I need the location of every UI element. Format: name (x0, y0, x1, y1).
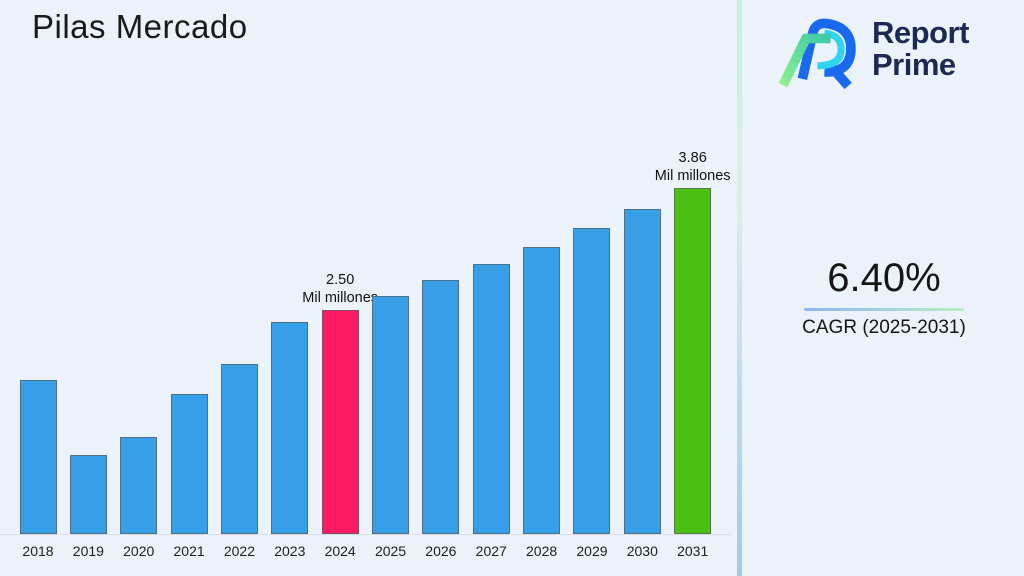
cagr-block: 6.40% CAGR (2025-2031) (798, 256, 970, 339)
bar-chart: 2018 2019 2020 2021 2022 2023 2024 2.50 Mil mill… (0, 150, 731, 559)
bar-2018 (19, 380, 57, 534)
bar-value-label-2031: 3.86 Mil millones (637, 149, 749, 185)
cagr-gradient-rule (804, 308, 964, 311)
x-tick-label-2019: 2019 (72, 543, 104, 559)
bar-2031 (674, 188, 712, 534)
x-tick-label-2022: 2022 (223, 543, 256, 559)
x-axis-line (0, 534, 731, 535)
bar-2030 (623, 209, 661, 534)
report-prime-logo: Report Prime (776, 8, 969, 90)
report-prime-logo-icon (778, 18, 856, 90)
x-tick-label-2023: 2023 (274, 543, 306, 559)
value-text: 3.86 (678, 150, 707, 166)
x-tick-label-2027: 2027 (475, 543, 507, 559)
bar-2023 (271, 322, 309, 534)
x-tick-label-2024: 2024 (324, 543, 356, 559)
x-tick-label-2026: 2026 (425, 543, 457, 559)
logo-text-line1: Report (872, 15, 969, 51)
cagr-label: CAGR (2025-2031) (802, 317, 966, 338)
cagr-value: 6.40% (827, 256, 941, 300)
bar-value-label-2024: 2.50 Mil millones (284, 271, 396, 307)
x-tick-label-2021: 2021 (173, 543, 205, 559)
vertical-gradient-divider (737, 0, 742, 576)
x-tick-label-2025: 2025 (374, 543, 407, 559)
page-title: Pilas Mercado (32, 8, 248, 45)
x-tick-label-2020: 2020 (123, 543, 155, 559)
bar-2022 (220, 364, 258, 534)
bar-2021 (170, 394, 208, 534)
bar-2019 (69, 455, 107, 534)
x-tick-label-2030: 2030 (626, 543, 658, 559)
logo-text-line2: Prime (872, 47, 956, 82)
bar-2027 (472, 264, 510, 534)
x-tick-label-2018: 2018 (22, 543, 54, 559)
bar-2020 (120, 437, 158, 534)
x-tick-label-2028: 2028 (526, 543, 558, 559)
bar-2028 (523, 247, 561, 534)
x-tick-label-2029: 2029 (576, 543, 608, 559)
bar-2025 (372, 296, 410, 534)
unit-text: Mil millones (654, 168, 731, 184)
value-text: 2.50 (326, 272, 355, 288)
report-prime-logo-text: Report Prime (872, 17, 969, 80)
bar-2024 (321, 310, 359, 534)
x-tick-label-2031: 2031 (677, 543, 709, 559)
bar-2026 (422, 280, 460, 534)
unit-text: Mil millones (302, 290, 379, 306)
bar-2029 (573, 228, 611, 534)
